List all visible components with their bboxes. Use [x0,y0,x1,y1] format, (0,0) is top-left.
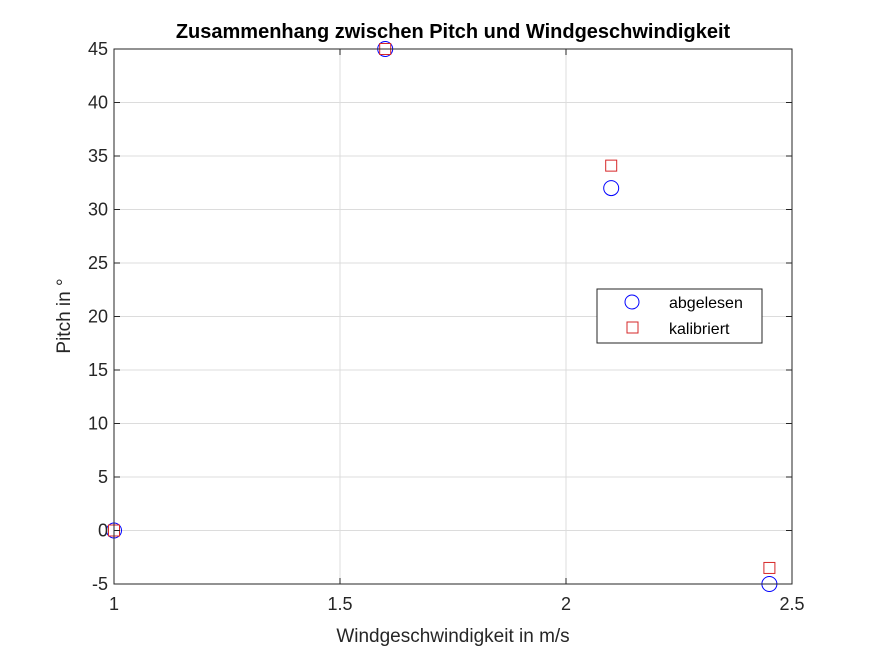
y-tick-label: 35 [88,146,108,166]
y-tick-label: 20 [88,307,108,327]
legend-marker-kalibriert [626,321,639,334]
axis-ticks: 1 1.5 2 2.5 -5 0 5 10 15 20 25 30 35 40 45 [88,39,805,614]
x-tick-label: 2 [561,594,571,614]
x-tick-label: 1.5 [327,594,352,614]
x-axis-label: Windgeschwindigkeit in m/s [336,626,569,647]
y-tick-label: 45 [88,39,108,59]
legend-marker-abgelesen [624,294,640,310]
data-point-kalibriert [763,561,776,574]
legend-label-kalibriert: kalibriert [669,321,730,338]
x-tick-label: 2.5 [779,594,804,614]
y-tick-label: 25 [88,253,108,273]
y-axis-label: Pitch in ° [54,278,75,353]
data-point-abgelesen [603,180,620,197]
y-tick-label: 5 [98,467,108,487]
y-tick-label: 10 [88,414,108,434]
y-tick-label: 15 [88,360,108,380]
x-tick-label: 1 [109,594,119,614]
y-tick-label: -5 [92,574,108,594]
chart-title: Zusammenhang zwischen Pitch und Windgesc… [176,21,731,43]
y-tick-label: 30 [88,200,108,220]
legend-box [596,288,763,344]
data-point-kalibriert [605,159,618,172]
y-tick-label: 40 [88,93,108,113]
y-tick-label: 0 [98,521,108,541]
legend[interactable]: abgelesen kalibriert [596,288,763,344]
legend-label-abgelesen: abgelesen [669,295,743,312]
